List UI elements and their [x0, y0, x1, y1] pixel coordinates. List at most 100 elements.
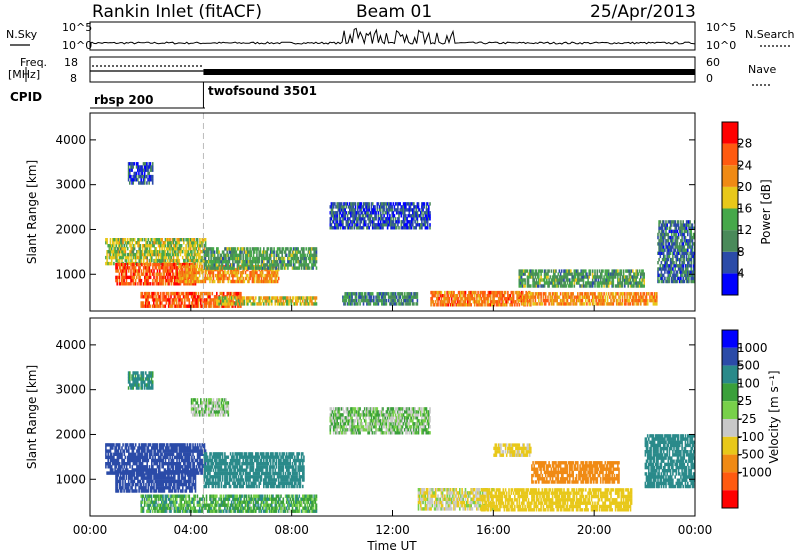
time-axis-label: Time UT	[366, 539, 417, 553]
region-10	[645, 434, 696, 488]
nave-label: Nave	[748, 63, 776, 76]
power-bar-tick-4: 4	[737, 266, 745, 280]
region-8	[519, 269, 646, 287]
velocity-bar-tick-4: -25	[737, 412, 757, 426]
region-1	[115, 470, 196, 493]
mhz-label: [MHz]	[8, 68, 40, 81]
cpid-strip: rbsp 200 twofsound 3501	[90, 82, 317, 108]
region-9	[493, 443, 531, 457]
x-tick-label-6: 00:00	[678, 523, 713, 537]
velocity-bar-tick-5: -100	[737, 430, 764, 444]
cpid-label: CPID	[10, 90, 42, 104]
velocity-bar-swatch-9	[722, 490, 738, 508]
region-7	[519, 292, 658, 306]
power-bar-swatch-0	[722, 273, 738, 295]
velocity-bar-swatch-0	[722, 330, 738, 348]
nsky-trace	[90, 28, 695, 44]
nave-right-top: 60	[706, 56, 720, 69]
power-bar-tick-28: 28	[737, 137, 752, 151]
y-tick-label-3000: 3000	[55, 178, 86, 192]
freq-strip: 18 8 60 0	[64, 56, 720, 85]
nsky-right-bottom: 10^0	[706, 39, 736, 52]
region-10	[330, 202, 431, 229]
region-7	[481, 488, 633, 511]
velocity-bar-swatch-7	[722, 455, 738, 473]
region-2	[203, 452, 304, 488]
region-5	[191, 398, 229, 416]
velocity-bar-tick-3: 25	[737, 394, 752, 408]
power-bar-tick-20: 20	[737, 180, 752, 194]
freq-left-top: 18	[64, 56, 78, 69]
velocity-bar-tick-7: -1000	[737, 465, 772, 479]
nsky-left-top: 10^5	[62, 21, 92, 34]
x-tick-label-1: 04:00	[174, 523, 209, 537]
date-title: 25/Apr/2013	[590, 2, 696, 22]
velocity-bar-swatch-3	[722, 383, 738, 401]
power-bar-tick-8: 8	[737, 245, 745, 259]
x-tick-label-3: 12:00	[375, 523, 410, 537]
power-bar-tick-12: 12	[737, 223, 752, 237]
y-tick-label-3000: 3000	[55, 383, 86, 397]
nsky-right-top: 10^5	[706, 21, 736, 34]
beam-title: Beam 01	[356, 2, 432, 22]
freq-trace	[90, 66, 695, 75]
region-12	[342, 292, 418, 306]
power-bar-tick-24: 24	[737, 158, 752, 172]
power-bar-swatch-7	[722, 122, 738, 144]
velocity-x-ticks: 00:00 04:00 08:00 12:00 16:00 20:00 00:00	[73, 510, 713, 537]
velocity-colorbar: 1000 500 100 25 -25 -100 -500 -1000	[722, 330, 772, 508]
velocity-bar-swatch-8	[722, 472, 738, 490]
power-panel: 1000 2000 3000 4000 Slant Range [km]	[25, 113, 696, 311]
velocity-bar-swatch-6	[722, 437, 738, 455]
velocity-ylabel: Slant Range [km]	[25, 365, 39, 469]
power-bar-tick-16: 16	[737, 202, 752, 216]
region-8	[531, 461, 620, 484]
velocity-bar-tick-1: 500	[737, 359, 760, 373]
velocity-bar-tick-6: -500	[737, 448, 764, 462]
power-colorbar-label: Power [dB]	[759, 179, 773, 244]
power-bar-swatch-3	[722, 209, 738, 231]
region-11	[128, 371, 154, 389]
x-tick-label-5: 20:00	[577, 523, 612, 537]
velocity-colorbar-label: Velocity [m s⁻¹]	[767, 370, 781, 463]
nsky-strip: 10^5 10^0 10^5 10^0	[62, 21, 736, 52]
nsearch-label: N.Search	[745, 28, 795, 41]
y-tick-label-4000: 4000	[55, 133, 86, 147]
y-tick-label-2000: 2000	[55, 427, 86, 441]
nsky-label: N.Sky	[6, 28, 38, 41]
region-3	[140, 495, 317, 513]
region-0	[105, 238, 206, 265]
region-11	[128, 162, 154, 185]
velocity-bar-tick-2: 100	[737, 376, 760, 390]
velocity-heatmap	[105, 318, 695, 516]
x-tick-label-0: 00:00	[73, 523, 108, 537]
x-tick-label-2: 08:00	[274, 523, 309, 537]
velocity-bar-swatch-4	[722, 401, 738, 419]
power-heatmap	[105, 113, 695, 311]
y-tick-label-4000: 4000	[55, 338, 86, 352]
velocity-bar-swatch-5	[722, 419, 738, 437]
y-tick-label-2000: 2000	[55, 222, 86, 236]
velocity-panel: 1000 2000 3000 4000 00:00 04:00 08:00 12:00 16:…	[25, 318, 712, 553]
power-bar-swatch-2	[722, 230, 738, 252]
power-colorbar: 4 8 12 16 20 24 28	[722, 122, 752, 295]
velocity-bar-swatch-2	[722, 366, 738, 384]
x-tick-label-4: 16:00	[476, 523, 511, 537]
freq-left-bottom: 8	[70, 72, 77, 85]
power-bar-swatch-1	[722, 252, 738, 274]
y-tick-label-1000: 1000	[55, 267, 86, 281]
nsky-left-bottom: 10^0	[62, 39, 92, 52]
cpid-segment-twofsound: twofsound 3501	[208, 84, 317, 98]
velocity-bar-swatch-1	[722, 348, 738, 366]
station-title: Rankin Inlet (fitACF)	[92, 2, 262, 22]
power-ylabel: Slant Range [km]	[25, 160, 39, 264]
region-6	[430, 291, 531, 307]
velocity-bar-tick-0: 1000	[737, 341, 768, 355]
region-0	[105, 443, 206, 475]
y-tick-label-1000: 1000	[55, 472, 86, 486]
nave-right-bottom: 0	[706, 72, 713, 85]
power-bar-swatch-6	[722, 144, 738, 166]
region-4	[330, 407, 431, 434]
